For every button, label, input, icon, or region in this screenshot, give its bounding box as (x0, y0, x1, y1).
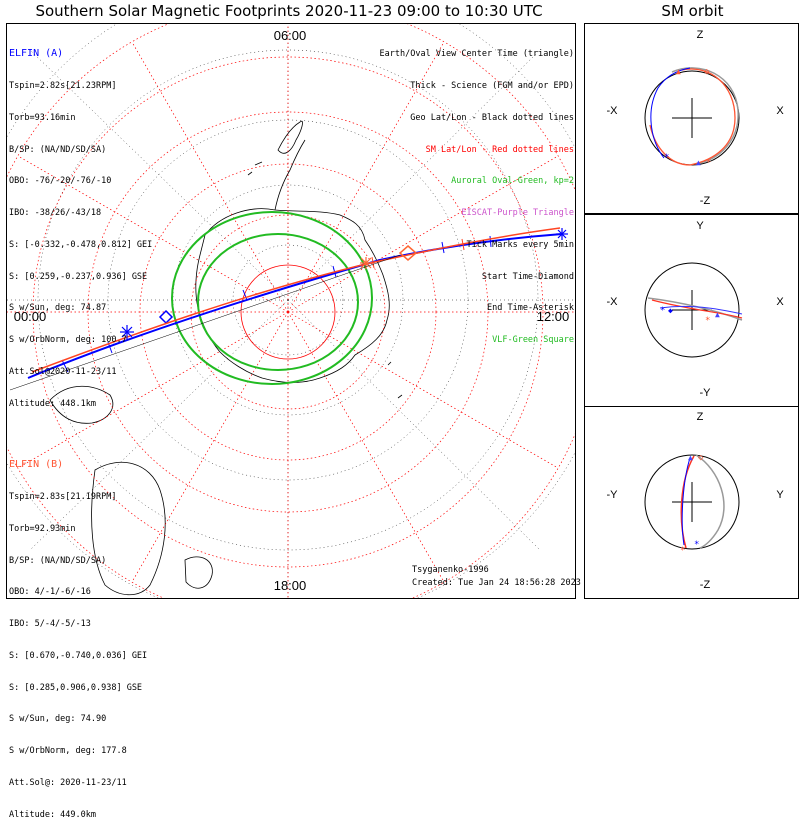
orbit-xy-diamond-a: ◆ (668, 306, 673, 315)
mlt-label-left: 00:00 (14, 309, 47, 324)
mlt-label-bottom: 18:00 (274, 578, 307, 593)
orbit-panel-title: SM orbit (661, 2, 724, 20)
elfin-b-line: B/SP: (NA/ND/SD/SA) (9, 555, 107, 566)
legend-item: End Time-Asterisk (487, 303, 574, 314)
legend-item: Thick - Science (FGM and/or EPD) (410, 80, 574, 91)
elfin-b-line: OBO: 4/-1/-6/-16 (9, 587, 91, 598)
legend-item: EISCAT-Purple Triangle (461, 208, 574, 219)
elfin-a-line: Att.Sol@2020-11-23/11 (9, 367, 117, 377)
sm-grid (7, 24, 575, 598)
elfin-b-line: Torb=92.93min (9, 523, 76, 534)
orbit-plot-xy: * ◆ ▲ * (644, 262, 743, 358)
elfin-a-info: ELFIN (A) Tspin=2.82s[21.23RPM] Torb=93.… (9, 28, 152, 420)
panel2-left-label: -X (607, 296, 619, 308)
panel1-left-label: -X (607, 105, 619, 117)
elfin-b-line: Att.Sol@: 2020-11-23/11 (9, 778, 127, 788)
elfin-b-info: ELFIN (B) Tspin=2.83s[21.19RPM] Torb=92.… (9, 439, 147, 831)
orbit-xz-marker-a: * (664, 153, 669, 163)
elfin-a-line: B/SP: (NA/ND/SD/SA) (9, 144, 107, 155)
elfin-a-line: IBO: -38/26/-43/18 (9, 208, 102, 219)
orbit-xz-diamond-b: ◇ (704, 67, 710, 77)
orbit-panel-yz-frame (584, 406, 799, 599)
landmass-left (49, 385, 114, 424)
elfin-a-line: Tspin=2.82s[21.23RPM] (9, 80, 117, 91)
elfin-a-line: S w/OrbNorm, deg: 100.7 (9, 335, 127, 346)
legend-item: Geo Lat/Lon - Black dotted lines (410, 112, 574, 123)
orbit-xz-triangle-b: ▲ (676, 67, 681, 76)
orbit-xy-marker-b: * (705, 316, 710, 326)
elfin-b-line: IBO: 5/-4/-5/-13 (9, 619, 91, 630)
orbit-yz-diamond-b: ◇ (698, 453, 704, 463)
panel3-top-label: Z (697, 411, 704, 423)
legend-item: Auroral Oval-Green, kp=2 (451, 176, 574, 187)
elfin-a-start-diamond (158, 309, 174, 325)
elfin-a-track (27, 228, 568, 379)
elfin-b-line: S w/OrbNorm, deg: 177.8 (9, 746, 127, 757)
elfin-a-line: S: [-0.332,-0.478,0.812] GEI (9, 239, 153, 250)
orbit-yz-marker-a: * (694, 540, 699, 550)
orbit-plot-xz: * ▲ ▲ * ◇ (644, 67, 740, 168)
panel3-right-label: Y (776, 489, 784, 501)
elfin-b-ticks (371, 238, 465, 269)
panel1-right-label: X (776, 105, 784, 117)
panel1-top-label: Z (697, 29, 704, 41)
footprint-figure: 06:00 00:00 12:00 18:00 * ▲ ▲ * ◇ * ◆ ▲ … (6, 23, 799, 599)
coastlines (49, 120, 403, 596)
panel3-left-label: -Y (607, 489, 619, 501)
south-america-tip (277, 120, 303, 154)
panel2-bottom-label: -Y (700, 387, 712, 399)
orbit-yz-triangle-a: ▲ (688, 453, 693, 462)
panel1-bottom-label: -Z (700, 195, 711, 207)
mlt-label-top: 06:00 (274, 28, 307, 43)
panel2-right-label: X (776, 296, 784, 308)
orbit-xz-marker-b: * (706, 158, 711, 168)
elfin-a-line: S: [0.259,-0.237,0.936] GSE (9, 271, 148, 282)
elfin-a-line: Altitude: 448.1km (9, 398, 96, 409)
elfin-b-end-asterisk (360, 257, 372, 269)
mlt-label-right: 12:00 (537, 309, 570, 324)
created-timestamp: Created: Tue Jan 24 18:56:28 2023 (412, 578, 581, 588)
orbit-xz-triangle-a: ▲ (696, 158, 701, 167)
elfin-b-line: S: [0.285,0.906,0.938] GSE (9, 682, 143, 693)
elfin-b-header: ELFIN (B) (9, 459, 64, 471)
legend-item: Tick Marks every 5min (466, 239, 574, 250)
elfin-b-line: Altitude: 449.0km (9, 809, 96, 820)
elfin-b-line: S: [0.670,-0.740,0.036] GEI (9, 650, 148, 661)
elfin-b-line: S w/Sun, deg: 74.90 (9, 714, 107, 725)
legend-item: Start Time-Diamond (481, 271, 574, 282)
legend-item: Earth/Oval View Center Time (triangle) (379, 49, 574, 60)
orbit-plot-yz: * ▲ * ◇ (644, 453, 740, 556)
orbit-panel-xz-frame (584, 23, 799, 214)
panel2-top-label: Y (696, 220, 704, 232)
view-center-asterisk (120, 325, 134, 339)
australia-coast (91, 462, 166, 596)
elfin-a-line: OBO: -76/-20/-76/-10 (9, 176, 112, 187)
new-zealand-coast (184, 556, 213, 589)
elfin-a-line: S w/Sun, deg: 74.87 (9, 303, 107, 314)
orbit-xy-triangle-a: ▲ (715, 310, 720, 319)
view-center-line (9, 254, 401, 391)
panel3-bottom-label: -Z (700, 579, 711, 591)
page-title: Southern Solar Magnetic Footprints 2020-… (35, 2, 543, 20)
antarctica-coast (195, 208, 390, 383)
legend-item: SM Lat/Lon - Red dotted lines (425, 144, 574, 155)
antarctic-peninsula (274, 139, 306, 211)
elfin-b-start-diamond (398, 245, 418, 261)
orbit-yz-marker-b: * (680, 546, 685, 556)
legend: Earth/Oval View Center Time (triangle) T… (380, 28, 574, 356)
elfin-b-track (31, 227, 561, 373)
model-credit: Tsyganenko-1996 (412, 565, 489, 575)
legend-item: VLF-Green Square (492, 335, 574, 346)
elfin-b-line: Tspin=2.83s[21.19RPM] (9, 491, 117, 502)
elfin-a-line: Torb=93.16min (9, 112, 76, 123)
auroral-oval (171, 211, 373, 385)
elfin-a-header: ELFIN (A) (9, 48, 64, 60)
elfin-a-end-asterisk (556, 228, 568, 240)
map-frame (6, 23, 576, 599)
orbit-xy-marker-a: * (660, 306, 665, 316)
